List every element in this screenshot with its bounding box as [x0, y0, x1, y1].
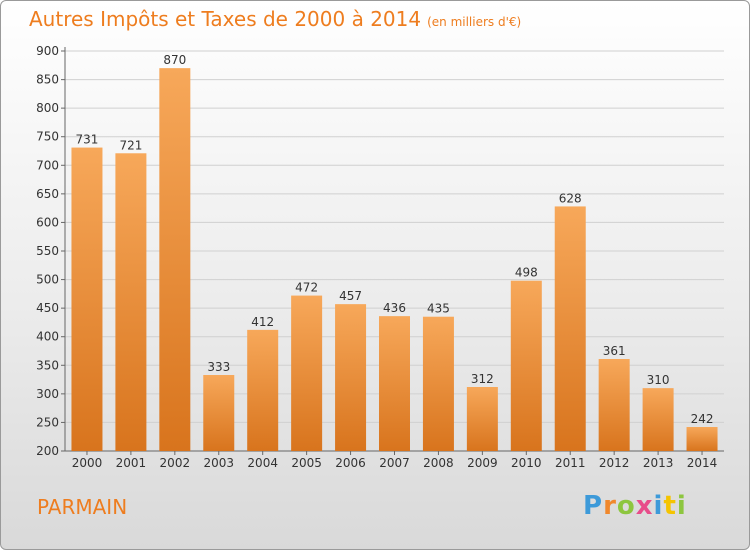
bar-value-label: 412 [251, 315, 274, 329]
bar [159, 68, 191, 452]
bar [115, 153, 147, 452]
logo-letter: r [603, 491, 617, 521]
x-tick-label: 2012 [599, 456, 630, 470]
y-tick-label: 250 [36, 415, 59, 429]
y-tick-label: 900 [36, 44, 59, 58]
bar [598, 359, 630, 451]
x-tick-label: 2014 [687, 456, 718, 470]
y-tick-label: 650 [36, 187, 59, 201]
x-tick-label: 2009 [467, 456, 498, 470]
y-tick-label: 400 [36, 330, 59, 344]
logo-letter: i [676, 491, 687, 521]
bar [335, 304, 367, 451]
x-tick-label: 2013 [643, 456, 674, 470]
bar [466, 387, 498, 451]
y-tick-label: 550 [36, 244, 59, 258]
y-tick-label: 500 [36, 273, 59, 287]
bar [686, 427, 718, 451]
bar [203, 375, 235, 451]
x-tick-label: 2004 [247, 456, 278, 470]
x-tick-label: 2007 [379, 456, 410, 470]
bar-value-label: 731 [76, 133, 99, 147]
bar-value-label: 310 [647, 373, 670, 387]
bar-value-label: 435 [427, 302, 450, 316]
bar [642, 388, 674, 451]
logo-letter: x [635, 491, 654, 521]
y-tick-label: 300 [36, 387, 59, 401]
bar-value-label: 870 [163, 53, 186, 67]
chart-subtitle: (en milliers d'€) [427, 15, 522, 29]
logo-letter: i [653, 491, 664, 521]
proxiti-logo: Proxiti [583, 491, 687, 521]
y-tick-label: 450 [36, 301, 59, 315]
bar [71, 147, 103, 452]
bar [379, 316, 410, 451]
bar-value-label: 361 [603, 344, 626, 358]
y-tick-label: 800 [36, 101, 59, 115]
bar [554, 206, 586, 451]
x-tick-label: 2005 [291, 456, 322, 470]
bar-value-label: 498 [515, 266, 538, 280]
x-tick-label: 2006 [335, 456, 366, 470]
y-tick-label: 350 [36, 358, 59, 372]
y-tick-label: 700 [36, 158, 59, 172]
bar-value-label: 242 [691, 412, 714, 426]
x-tick-label: 2011 [555, 456, 586, 470]
bar-value-label: 721 [119, 138, 142, 152]
bar [422, 316, 454, 451]
bar [247, 329, 279, 451]
bar-value-label: 333 [207, 360, 230, 374]
x-tick-label: 2008 [423, 456, 454, 470]
x-tick-label: 2002 [160, 456, 191, 470]
x-tick-label: 2000 [72, 456, 103, 470]
y-tick-label: 850 [36, 73, 59, 87]
logo-letter: t [663, 491, 677, 521]
bar-value-label: 628 [559, 191, 582, 205]
bar [291, 295, 323, 451]
chart-title-text: Autres Impôts et Taxes de 2000 à 2014 [29, 7, 422, 31]
bar-value-label: 472 [295, 281, 318, 295]
logo-letter: o [616, 491, 636, 521]
logo-letter: P [583, 491, 604, 521]
bar-value-label: 312 [471, 372, 494, 386]
y-tick-label: 750 [36, 130, 59, 144]
bar-value-label: 457 [339, 289, 362, 303]
x-tick-label: 2010 [511, 456, 542, 470]
bar [510, 280, 542, 451]
y-tick-label: 200 [36, 444, 59, 458]
place-name: PARMAIN [37, 495, 128, 519]
chart-title: Autres Impôts et Taxes de 2000 à 2014 (en… [29, 7, 521, 31]
bar-value-label: 436 [383, 301, 406, 315]
x-tick-label: 2003 [203, 456, 234, 470]
y-tick-label: 600 [36, 215, 59, 229]
x-tick-label: 2001 [116, 456, 147, 470]
